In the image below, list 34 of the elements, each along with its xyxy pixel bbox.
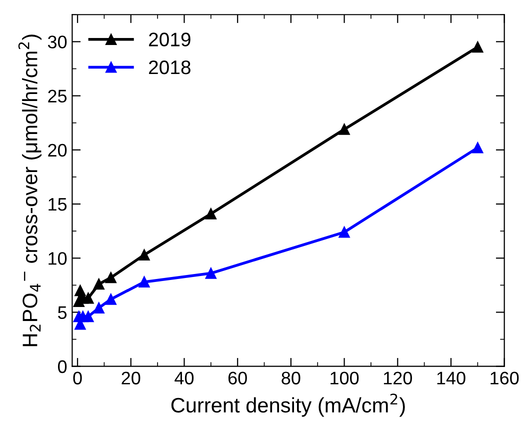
x-tick-label: 120 (384, 372, 412, 384)
y-tick-label: 10 (48, 252, 67, 265)
point (82, 311, 94, 322)
point (338, 226, 350, 238)
point (205, 208, 216, 220)
y-tick-label: 20 (48, 144, 67, 157)
legend-label: 2018 (149, 60, 190, 74)
point (472, 142, 484, 154)
x-axis-title: Current density (mA/cm$^{2}$) (171, 394, 405, 417)
y-axis-title: H$_{2}$PO$_{4}$$^{−}$ cross-over (μmol/hr/cm$^{2}$) (18, 34, 42, 346)
point (138, 276, 150, 288)
point (138, 249, 150, 260)
point (205, 268, 216, 279)
point (105, 294, 116, 305)
x-tick-label: 100 (330, 372, 359, 384)
point (93, 302, 104, 314)
x-tick-label: 140 (437, 372, 466, 384)
y-tick-label: 30 (48, 36, 67, 48)
legend-label: 2019 (149, 32, 190, 46)
point (472, 42, 484, 53)
x-tick-label: 20 (122, 372, 140, 384)
y-tick-label: 15 (48, 198, 67, 211)
y-tick-label: 0 (58, 360, 67, 374)
x-tick-label: 60 (228, 372, 247, 384)
x-tick-label: 40 (174, 372, 194, 384)
y-tick-label: 5 (58, 306, 67, 319)
point (105, 272, 116, 284)
x-tick-label: 80 (282, 372, 300, 384)
x-tick-label: 160 (490, 372, 519, 384)
point (93, 278, 104, 290)
y-tick-label: 25 (48, 90, 67, 103)
x-tick-label: 0 (73, 372, 82, 384)
point (338, 124, 350, 135)
point (82, 292, 94, 304)
